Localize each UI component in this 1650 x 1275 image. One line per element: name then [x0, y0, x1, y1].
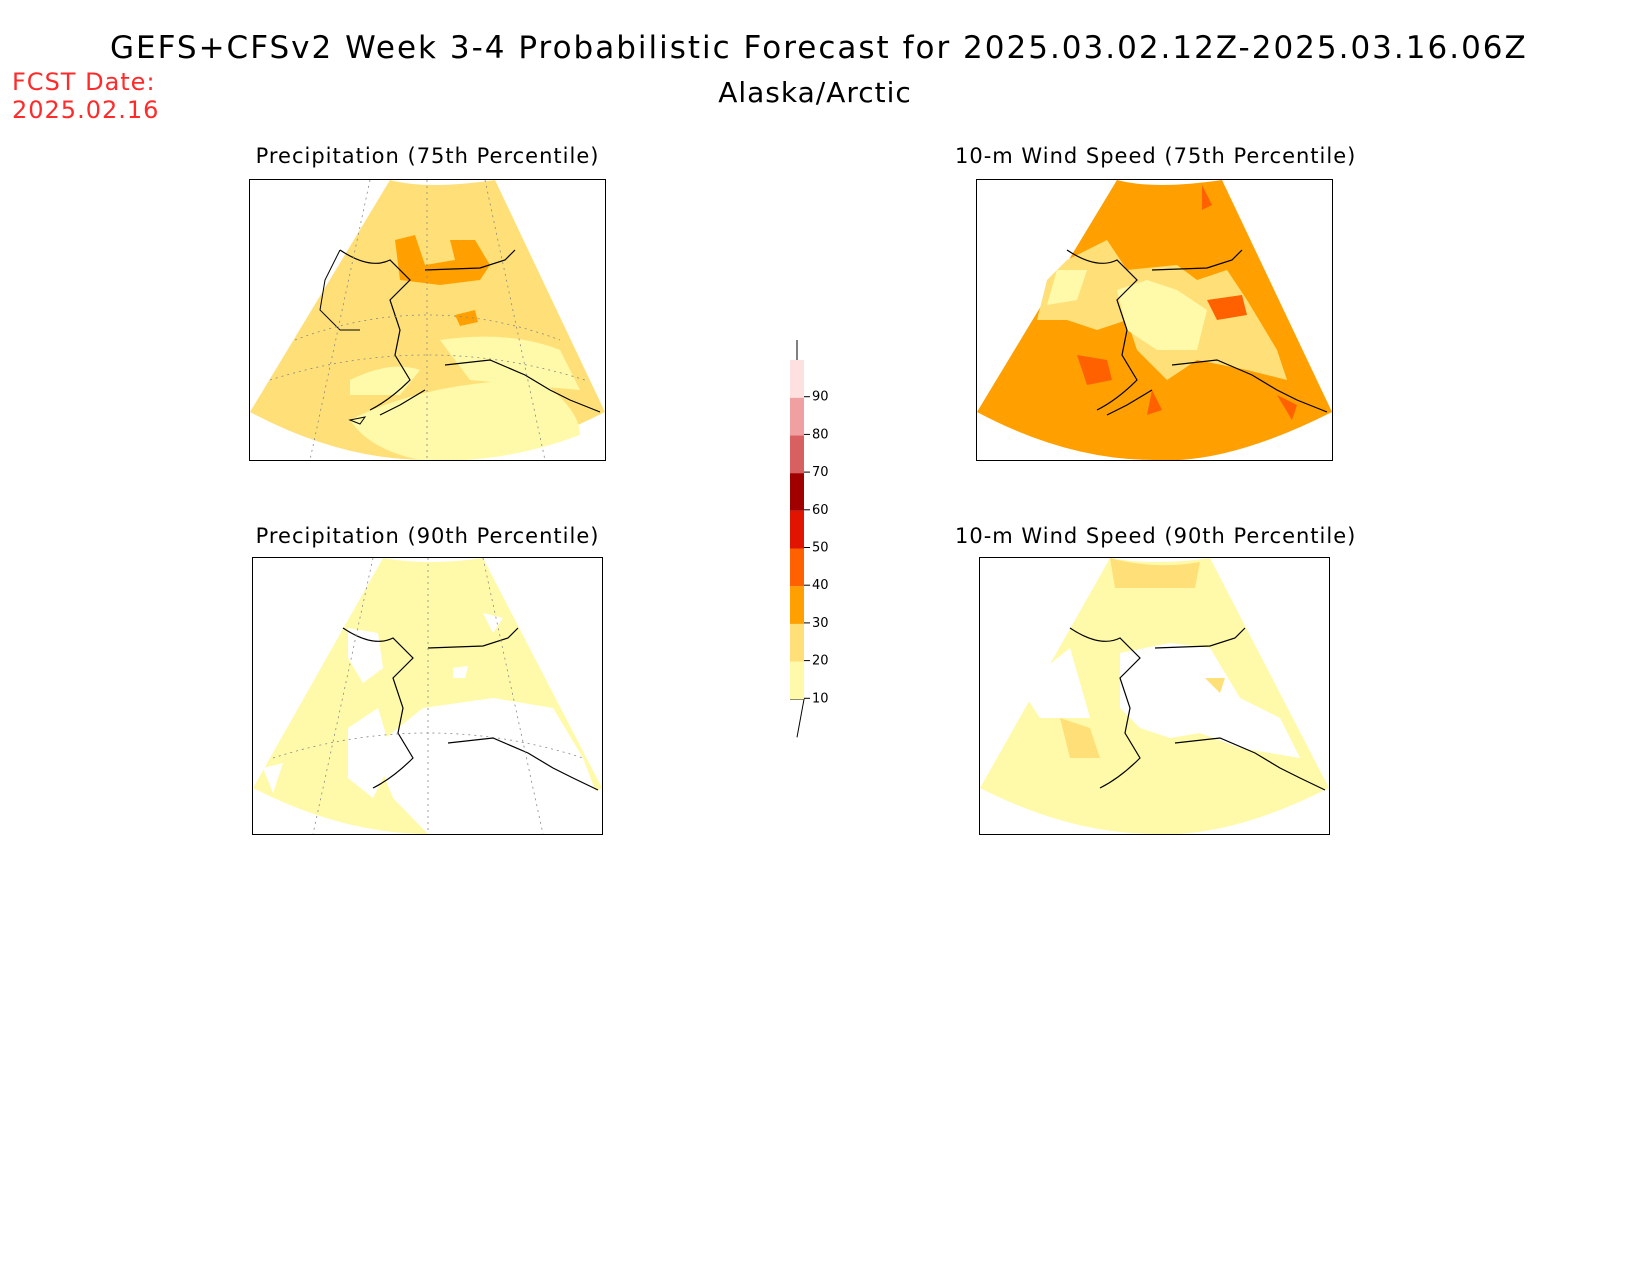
map-precip-90-svg [253, 558, 602, 834]
colorbar-swatch-70 [790, 435, 804, 474]
colorbar-swatch-20 [790, 623, 804, 662]
colorbar-tick-label-90: 90 [812, 390, 829, 405]
probability-colorbar: 10 20 30 40 50 60 70 80 90 [790, 330, 870, 740]
colorbar-bottom-arrow [790, 698, 805, 738]
colorbar-swatch-50 [790, 510, 804, 549]
colorbar-tick-label-50: 50 [812, 541, 829, 556]
map-precip-75 [249, 179, 606, 461]
colorbar-swatch-90 [790, 360, 804, 398]
map-wind-75-svg [977, 180, 1332, 460]
colorbar-swatch-80 [790, 397, 804, 436]
map-precip-90 [252, 557, 603, 835]
colorbar-tick-label-60: 60 [812, 503, 829, 518]
colorbar-swatch-30 [790, 586, 804, 624]
page-title: GEFS+CFSv2 Week 3-4 Probabilistic Foreca… [110, 30, 1528, 66]
panel-title-precip-90: Precipitation (90th Percentile) [255, 524, 600, 548]
colorbar-tick-label-10: 10 [812, 691, 829, 706]
colorbar-tick-label-30: 30 [812, 616, 829, 631]
panel-title-wind-90: 10-m Wind Speed (90th Percentile) [955, 524, 1357, 548]
region-subtitle: Alaska/Arctic [718, 76, 912, 109]
colorbar-swatch-60 [790, 473, 804, 511]
map-wind-90-svg [980, 558, 1329, 834]
colorbar-swatch-10 [790, 661, 804, 700]
panel-title-wind-75: 10-m Wind Speed (75th Percentile) [955, 144, 1357, 168]
fcst-date: 2025.02.16 [12, 96, 160, 124]
map-wind-75 [976, 179, 1333, 461]
colorbar-tick-label-70: 70 [812, 465, 829, 480]
panel-title-precip-75: Precipitation (75th Percentile) [255, 144, 600, 168]
fcst-label: FCST Date: [12, 68, 156, 96]
colorbar-svg: 10 20 30 40 50 60 70 80 90 [790, 340, 829, 738]
colorbar-swatch-40 [790, 548, 804, 587]
map-precip-75-svg [250, 180, 605, 460]
colorbar-tick-label-80: 80 [812, 427, 829, 442]
colorbar-tick-label-20: 20 [812, 654, 829, 669]
map-wind-90 [979, 557, 1330, 835]
colorbar-tick-label-40: 40 [812, 578, 829, 593]
forecast-date-label: FCST Date: 2025.02.16 [12, 68, 159, 124]
